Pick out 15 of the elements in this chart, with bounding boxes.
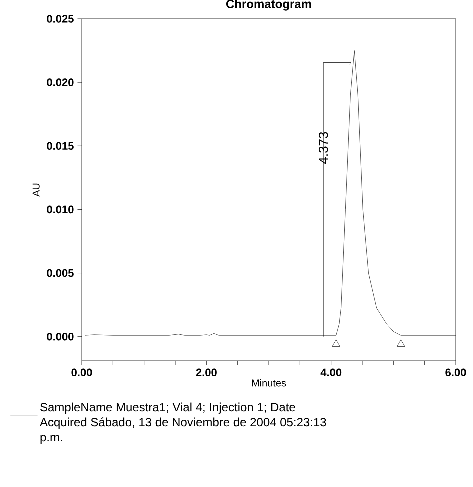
- y-tick-label: 0.020: [47, 78, 74, 86]
- chart-title: Chromatogram: [226, 0, 312, 11]
- y-tick-label: 0.000: [47, 332, 74, 341]
- y-tick-label: 0.015: [47, 142, 74, 150]
- legend-label: SampleName Muestra1; Vial 4; Injection 1; Date Acquired Sábado, 13 de Noviembre de 2004 05:23:13 p.m.: [40, 402, 326, 444]
- x-axis-title: Minutes: [252, 379, 286, 387]
- y-tick-label: 0.010: [47, 206, 74, 214]
- y-tick-label: 0.025: [47, 15, 74, 23]
- annotation: 4.373: [318, 132, 328, 164]
- x-tick-label: 2.00: [196, 368, 217, 377]
- x-tick-label: 4.00: [320, 368, 342, 377]
- y-tick-label: 0.005: [47, 269, 74, 278]
- x-tick-label: 6.00: [446, 368, 466, 377]
- y-axis-title: AU: [32, 184, 40, 197]
- x-tick-label: 0.00: [72, 368, 92, 377]
